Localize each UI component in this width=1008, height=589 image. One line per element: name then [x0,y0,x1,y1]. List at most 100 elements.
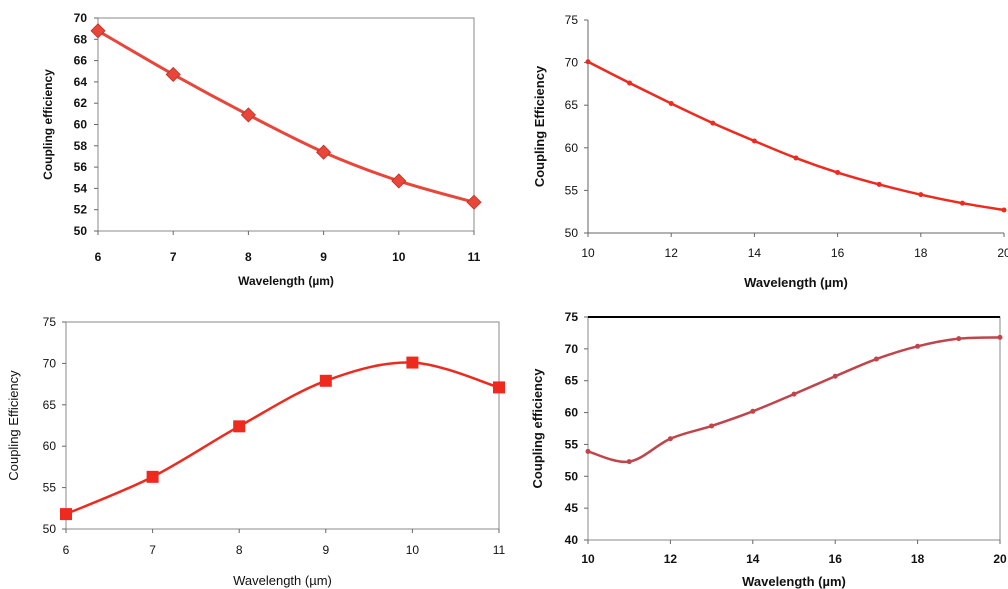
data-point [876,181,882,187]
data-point [585,59,591,65]
x-tick-label: 10 [406,543,420,557]
chart-panel-3: 50 55 60 65 70 75 6 7 8 9 10 11 Wavelength (µm) Coupl… [0,295,506,589]
x-tick-label: 12 [664,552,678,566]
series-line [587,60,1005,212]
y-tick-label: 70 [74,11,88,25]
y-tick-label: 62 [74,96,88,110]
x-tick-label: 8 [245,250,252,264]
data-point [165,66,181,83]
y-tick-label: 50 [74,224,88,238]
x-tick-label: 11 [493,543,506,557]
data-point [406,356,419,369]
y-tick-label: 55 [43,481,57,495]
y-tick-label: 64 [74,75,88,89]
x-tick-label: 16 [831,246,845,260]
chart-1: 50 52 54 56 58 60 62 64 66 68 70 6 7 8 9 10 11 Wavelength… [41,11,482,288]
data-point [146,470,159,483]
y-tick-label: 65 [565,374,579,388]
y-tick-label: 70 [565,56,579,70]
chart-panel-4: 40 45 50 55 60 65 70 75 10 12 14 16 18 20 Wavelength (… [504,295,1008,589]
x-tick-label: 20 [997,246,1008,260]
data-point [959,200,965,206]
series-line [587,336,1001,464]
chart-2: 50 55 60 65 70 75 10 12 14 16 18 20 Wavelength (µm) C… [532,13,1008,290]
data-point [997,334,1003,340]
x-tick-label: 18 [911,552,925,566]
y-tick-label: 60 [565,406,579,420]
series-line [65,361,500,516]
y-tick-label: 40 [565,533,579,547]
y-tick-label: 65 [565,98,579,112]
data-point [493,381,505,394]
x-tick-label: 10 [392,250,406,264]
x-tick-label: 9 [320,250,327,264]
y-tick-label: 50 [43,522,57,536]
data-point [60,508,72,521]
y-tick-label: 60 [43,439,57,453]
data-point [391,173,407,189]
data-point [918,192,924,198]
x-tick-label: 7 [149,543,156,557]
y-tick-label: 55 [565,437,579,451]
data-point [585,448,591,454]
data-point [466,194,482,210]
chart-panel-1: 50 52 54 56 58 60 62 64 66 68 70 6 7 8 9 10 11 Wavelength… [0,0,504,295]
x-tick-label: 7 [170,250,177,264]
x-tick-label: 8 [236,543,243,557]
x-tick-label: 10 [581,552,595,566]
x-tick-label: 14 [748,246,762,260]
chart-panel-2: 50 55 60 65 70 75 10 12 14 16 18 20 Wavelength (µm) C… [504,0,1008,295]
y-tick-label: 75 [43,315,57,329]
plot-frame [587,316,1001,541]
data-point [668,100,674,106]
data-point [316,144,332,160]
data-point [626,459,632,465]
y-tick-label: 52 [74,203,88,217]
x-axis-label: Wavelength (µm) [742,574,846,589]
data-point [709,423,715,429]
x-axis-label: Wavelength (µm) [744,275,848,290]
chart-4: 40 45 50 55 60 65 70 75 10 12 14 16 18 20 Wavelength (… [530,310,1007,589]
data-point [832,373,838,379]
y-tick-label: 60 [74,118,88,132]
data-point [835,170,841,176]
y-tick-label: 66 [74,54,88,68]
x-tick-label: 9 [322,543,329,557]
y-tick-label: 50 [565,469,579,483]
data-point [873,356,879,362]
data-point [240,107,256,123]
chart-3: 50 55 60 65 70 75 6 7 8 9 10 11 Wavelength (µm) Coupl… [6,315,506,588]
x-tick-label: 20 [993,552,1007,566]
x-tick-label: 12 [665,246,679,260]
y-tick-label: 58 [74,139,88,153]
x-tick-label: 11 [468,250,481,264]
y-tick-label: 55 [565,183,579,197]
y-tick-label: 45 [565,501,579,515]
data-point [233,420,246,433]
series-line [97,29,475,204]
data-point [793,155,799,161]
x-tick-label: 16 [829,552,843,566]
data-point [750,408,756,414]
x-tick-label: 18 [914,246,928,260]
data-point [1001,207,1007,213]
x-tick-label: 6 [63,543,70,557]
x-axis-label: Wavelength (µm) [233,573,332,588]
plot-frame [65,321,500,530]
y-tick-label: 70 [43,356,57,370]
y-tick-label: 60 [565,141,579,155]
data-point [791,391,797,397]
x-tick-label: 10 [581,246,595,260]
x-tick-label: 6 [95,250,102,264]
y-tick-label: 50 [565,226,579,240]
y-axis-label: Coupling Efficiency [6,370,21,481]
y-tick-label: 56 [74,160,88,174]
data-point [915,343,921,349]
x-axis-label: Wavelength (µm) [238,274,334,288]
data-point [90,23,106,39]
data-point [319,374,332,387]
data-point [751,138,757,144]
x-tick-label: 14 [746,552,760,566]
y-axis-label: Coupling efficiency [41,69,55,180]
y-axis-label: Coupling Efficiency [532,65,547,187]
